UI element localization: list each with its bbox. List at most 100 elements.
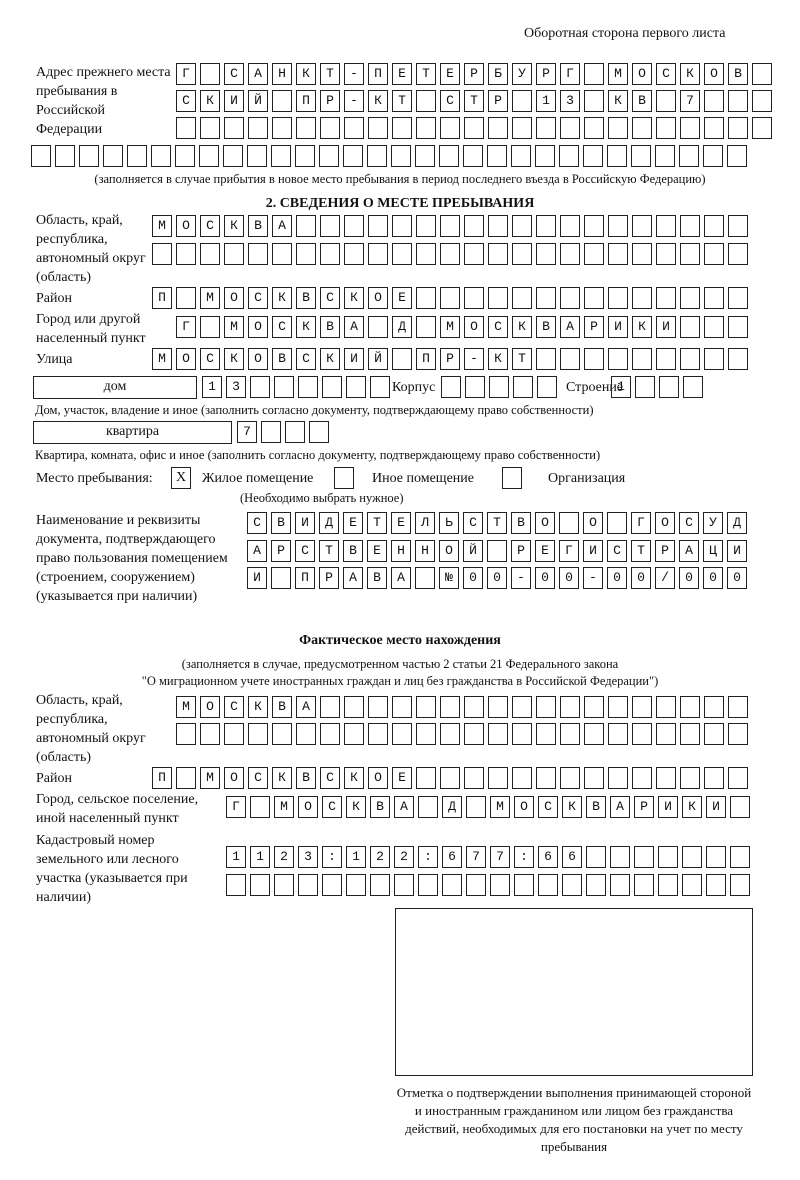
char-cell[interactable] xyxy=(463,567,483,589)
char-cell[interactable] xyxy=(464,117,484,139)
char-cell[interactable] xyxy=(298,796,318,818)
char-cell[interactable] xyxy=(634,874,654,896)
char-cell[interactable] xyxy=(584,90,604,112)
char-cell[interactable] xyxy=(320,90,340,112)
char-cell[interactable] xyxy=(416,696,436,718)
char-cell[interactable] xyxy=(392,696,412,718)
char-cell[interactable] xyxy=(560,117,580,139)
char-cell[interactable] xyxy=(322,846,342,868)
char-cell[interactable] xyxy=(703,145,723,167)
char-cell[interactable] xyxy=(490,874,510,896)
char-cell[interactable] xyxy=(343,512,363,534)
char-cell[interactable] xyxy=(488,287,508,309)
char-cell[interactable] xyxy=(418,796,438,818)
char-cell[interactable] xyxy=(274,796,294,818)
char-cell[interactable] xyxy=(247,145,267,167)
char-cell[interactable] xyxy=(391,540,411,562)
char-cell[interactable] xyxy=(344,723,364,745)
char-cell[interactable] xyxy=(560,316,580,338)
char-cell[interactable] xyxy=(176,723,196,745)
char-cell[interactable] xyxy=(344,767,364,789)
char-cell[interactable] xyxy=(346,796,366,818)
char-cell[interactable] xyxy=(346,846,366,868)
char-cell[interactable] xyxy=(608,243,628,265)
char-cell[interactable] xyxy=(634,846,654,868)
char-cell[interactable] xyxy=(272,243,292,265)
place-option-other-checkbox[interactable] xyxy=(334,467,354,489)
char-cell[interactable] xyxy=(368,767,388,789)
char-cell[interactable] xyxy=(368,287,388,309)
char-cell[interactable] xyxy=(416,243,436,265)
char-cell[interactable] xyxy=(488,215,508,237)
char-cell[interactable] xyxy=(704,243,724,265)
char-cell[interactable] xyxy=(223,145,243,167)
char-cell[interactable] xyxy=(344,696,364,718)
char-cell[interactable] xyxy=(704,287,724,309)
char-cell[interactable] xyxy=(152,215,172,237)
char-cell[interactable] xyxy=(250,376,270,398)
char-cell[interactable] xyxy=(272,63,292,85)
char-cell[interactable] xyxy=(309,421,329,443)
char-cell[interactable] xyxy=(679,540,699,562)
char-cell[interactable] xyxy=(706,874,726,896)
char-cell[interactable] xyxy=(296,90,316,112)
char-cell[interactable] xyxy=(200,243,220,265)
char-cell[interactable] xyxy=(560,215,580,237)
char-cell[interactable] xyxy=(55,145,75,167)
char-cell[interactable] xyxy=(535,145,555,167)
char-cell[interactable] xyxy=(514,796,534,818)
char-cell[interactable] xyxy=(488,117,508,139)
char-cell[interactable] xyxy=(655,145,675,167)
char-cell[interactable] xyxy=(512,117,532,139)
char-cell[interactable] xyxy=(463,145,483,167)
char-cell[interactable] xyxy=(632,287,652,309)
char-cell[interactable] xyxy=(415,512,435,534)
char-cell[interactable] xyxy=(200,723,220,745)
char-cell[interactable] xyxy=(439,512,459,534)
char-cell[interactable] xyxy=(392,243,412,265)
char-cell[interactable] xyxy=(584,767,604,789)
char-cell[interactable] xyxy=(488,63,508,85)
char-cell[interactable] xyxy=(514,846,534,868)
char-cell[interactable] xyxy=(511,145,531,167)
char-cell[interactable] xyxy=(466,796,486,818)
char-cell[interactable] xyxy=(487,145,507,167)
char-cell[interactable] xyxy=(248,723,268,745)
char-cell[interactable] xyxy=(322,376,342,398)
char-cell[interactable] xyxy=(248,90,268,112)
char-cell[interactable] xyxy=(535,512,555,534)
char-cell[interactable] xyxy=(704,117,724,139)
char-cell[interactable] xyxy=(439,567,459,589)
char-cell[interactable] xyxy=(250,796,270,818)
char-cell[interactable] xyxy=(608,348,628,370)
char-cell[interactable] xyxy=(511,512,531,534)
char-cell[interactable] xyxy=(440,316,460,338)
char-cell[interactable] xyxy=(367,145,387,167)
char-cell[interactable] xyxy=(656,316,676,338)
char-cell[interactable] xyxy=(368,348,388,370)
char-cell[interactable] xyxy=(655,512,675,534)
char-cell[interactable] xyxy=(559,512,579,534)
char-cell[interactable] xyxy=(415,567,435,589)
char-cell[interactable] xyxy=(320,348,340,370)
char-cell[interactable] xyxy=(344,63,364,85)
char-cell[interactable] xyxy=(298,874,318,896)
char-cell[interactable] xyxy=(272,767,292,789)
char-cell[interactable] xyxy=(237,421,257,443)
char-cell[interactable] xyxy=(392,215,412,237)
char-cell[interactable] xyxy=(488,723,508,745)
char-cell[interactable] xyxy=(296,117,316,139)
char-cell[interactable] xyxy=(683,376,703,398)
char-cell[interactable] xyxy=(322,874,342,896)
char-cell[interactable] xyxy=(224,215,244,237)
char-cell[interactable] xyxy=(368,90,388,112)
char-cell[interactable] xyxy=(536,723,556,745)
char-cell[interactable] xyxy=(658,846,678,868)
char-cell[interactable] xyxy=(200,696,220,718)
char-cell[interactable] xyxy=(200,287,220,309)
char-cell[interactable] xyxy=(391,512,411,534)
char-cell[interactable] xyxy=(607,512,627,534)
char-cell[interactable] xyxy=(176,316,196,338)
char-cell[interactable] xyxy=(632,63,652,85)
char-cell[interactable] xyxy=(175,145,195,167)
